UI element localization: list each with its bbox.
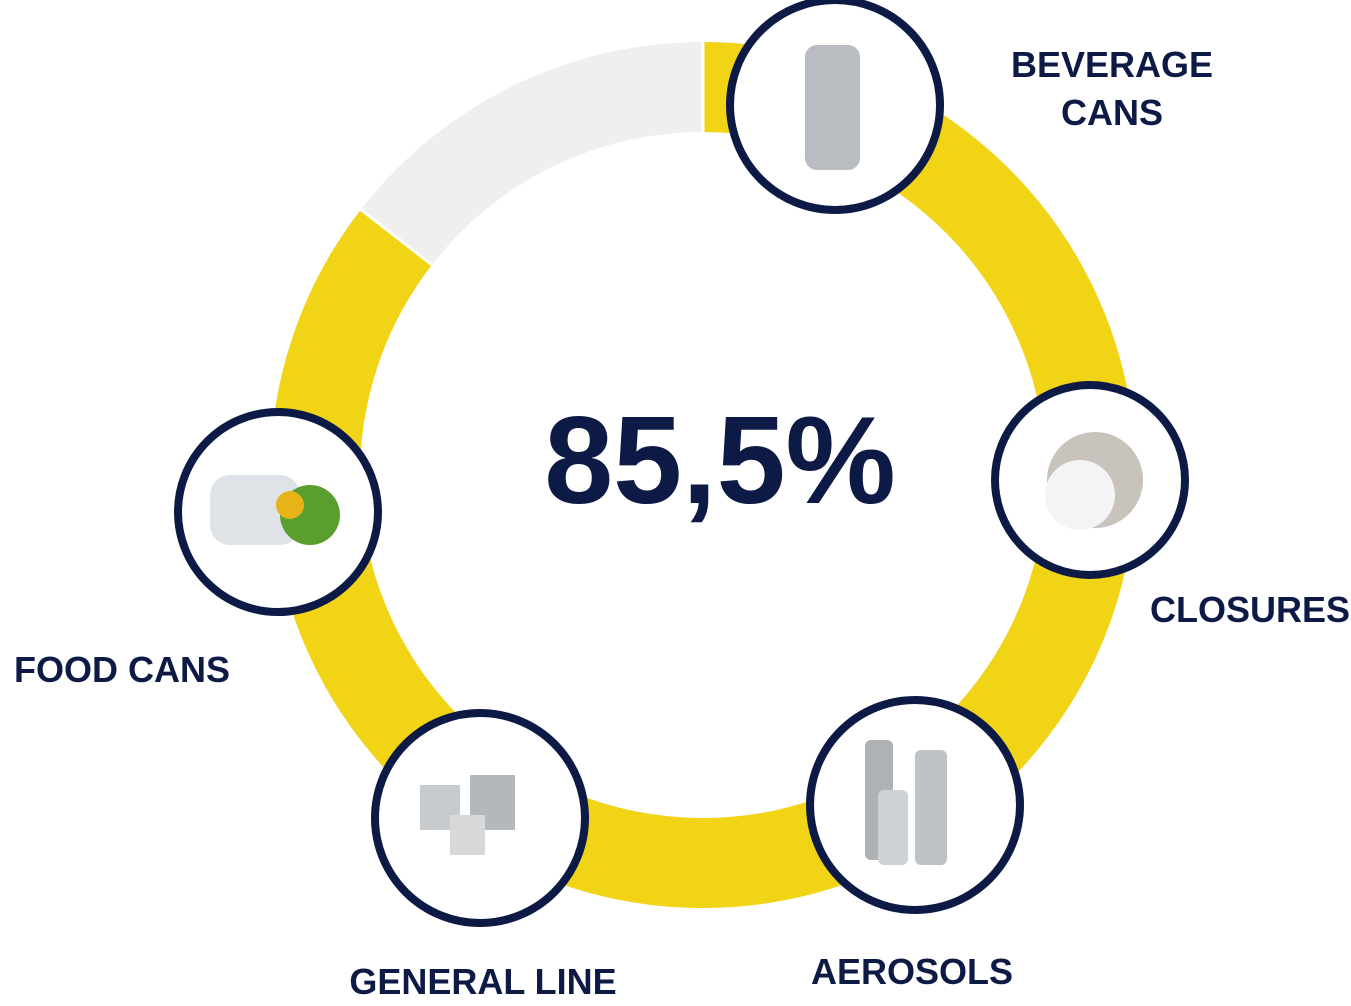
segment-label: AEROSOLS (811, 948, 1013, 996)
icon (915, 750, 947, 865)
icon (805, 45, 860, 170)
icon (276, 491, 304, 519)
segment-label: CLOSURES (1150, 586, 1350, 634)
infographic: 85,5% BEVERAGE CANS CLOSURES AEROSOLS GE… (0, 0, 1351, 1001)
segment-label: BEVERAGE CANS (992, 41, 1232, 137)
segment-label: GENERAL LINE (349, 958, 616, 1006)
icon (450, 815, 485, 855)
center-value: 85,5% (544, 392, 896, 530)
icon (878, 790, 908, 865)
chart: 85,5% (0, 0, 1351, 1001)
icon (1045, 460, 1115, 530)
segment-label: FOOD CANS (14, 646, 230, 694)
